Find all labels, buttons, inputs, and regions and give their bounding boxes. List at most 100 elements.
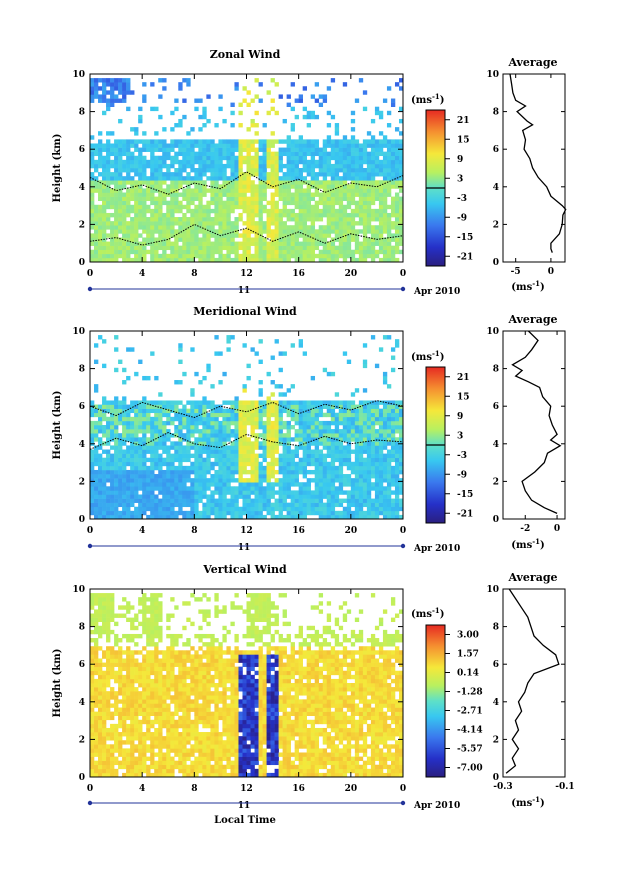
heatmap-cell [334, 429, 340, 434]
heatmap-cell [222, 400, 227, 405]
heatmap-cell [158, 478, 163, 483]
heatmap-cell [286, 490, 291, 495]
heatmap-cell [162, 180, 167, 185]
heatmap-cell [98, 441, 103, 446]
heatmap-cell [334, 180, 340, 185]
heatmap-cell [130, 347, 135, 352]
heatmap-cell [94, 168, 99, 173]
heatmap-cell [214, 420, 219, 426]
heatmap-cell [226, 225, 231, 230]
heatmap-cell [362, 429, 368, 434]
heatmap-cell [178, 437, 183, 442]
heatmap-cell [386, 217, 392, 222]
heatmap-cell [106, 461, 111, 467]
heatmap-cell [226, 188, 231, 193]
heatmap-cell [102, 200, 107, 206]
heatmap-cell [182, 482, 187, 487]
heatmap-cell [90, 457, 95, 463]
heatmap-cell [178, 400, 183, 405]
heatmap-cell [222, 229, 227, 234]
heatmap-cell [398, 457, 404, 463]
heatmap-cell [330, 412, 336, 418]
heatmap-cell [134, 200, 139, 206]
colorbar-tick-label: 15 [457, 135, 470, 145]
heatmap-cell [310, 237, 316, 242]
heatmap-cell [282, 449, 287, 454]
heatmap-cell [342, 257, 348, 263]
heatmap-cell [206, 404, 211, 409]
heatmap-cell [94, 683, 99, 688]
heatmap-cell [198, 249, 203, 255]
heatmap-cell [90, 180, 95, 185]
heatmap-cell [102, 736, 107, 741]
heatmap-cell [254, 94, 259, 99]
heatmap-cell [306, 180, 311, 185]
heatmap-cell [258, 147, 263, 152]
heatmap-cell [114, 212, 119, 218]
heatmap-cell [262, 163, 267, 169]
heatmap-cell [194, 469, 199, 475]
heatmap-cell [382, 245, 388, 251]
heatmap-cell [258, 98, 263, 103]
heatmap-cell [294, 465, 299, 471]
heatmap-cell [358, 478, 364, 483]
heatmap-cell [326, 429, 332, 434]
heatmap-cell [354, 98, 360, 103]
heatmap-cell [114, 155, 119, 161]
heatmap-cell [382, 494, 388, 499]
heatmap-cell [386, 420, 392, 426]
heatmap-cell [226, 502, 231, 508]
heatmap-cell [222, 429, 227, 434]
heatmap-cell [254, 172, 259, 177]
heatmap-cell [230, 474, 235, 479]
heatmap-cell [286, 249, 291, 255]
heatmap-cell [294, 147, 299, 152]
heatmap-cell [118, 658, 123, 663]
heatmap-cell [190, 176, 195, 181]
heatmap-cell [210, 412, 215, 418]
heatmap-cell [322, 400, 328, 405]
heatmap-cell [262, 506, 267, 512]
heatmap-cell [226, 465, 231, 471]
heatmap-cell [378, 478, 384, 483]
heatmap-cell [238, 425, 243, 430]
heatmap-cell [182, 257, 187, 263]
heatmap-cell [386, 225, 392, 230]
heatmap-cell [114, 241, 119, 246]
heatmap-cell [282, 486, 287, 491]
heatmap-cell [222, 412, 227, 418]
heatmap-cell [210, 420, 215, 426]
heatmap-cell [270, 453, 275, 458]
heatmap-cell [198, 453, 203, 458]
heatmap-cell [210, 437, 215, 442]
heatmap-cell [142, 139, 147, 144]
heatmap-cell [214, 229, 219, 234]
meridional-wind-average-xlabel: (ms-1) [511, 537, 544, 551]
heatmap-cell [102, 245, 107, 251]
heatmap-cell [298, 469, 303, 475]
heatmap-cell [102, 687, 107, 692]
heatmap-cell [366, 159, 372, 165]
heatmap-cell [98, 420, 103, 426]
heatmap-cell [250, 429, 255, 434]
average-y-tick-label: 2 [493, 477, 499, 487]
heatmap-cell [386, 192, 392, 197]
heatmap-cell [178, 429, 183, 434]
heatmap-cell [222, 482, 227, 487]
heatmap-cell [318, 225, 324, 230]
heatmap-cell [122, 494, 127, 499]
heatmap-cell [114, 253, 119, 259]
heatmap-cell [390, 441, 396, 446]
heatmap-cell [138, 249, 143, 255]
heatmap-cell [94, 514, 99, 520]
heatmap-cell [242, 139, 247, 144]
heatmap-cell [134, 469, 139, 475]
heatmap-cell [130, 408, 135, 414]
heatmap-cell [138, 404, 143, 409]
heatmap-cell [394, 498, 400, 503]
heatmap-cell [118, 678, 123, 684]
heatmap-cell [114, 490, 119, 495]
heatmap-cell [242, 257, 247, 263]
heatmap-cell [382, 229, 388, 234]
heatmap-cell [346, 502, 352, 508]
